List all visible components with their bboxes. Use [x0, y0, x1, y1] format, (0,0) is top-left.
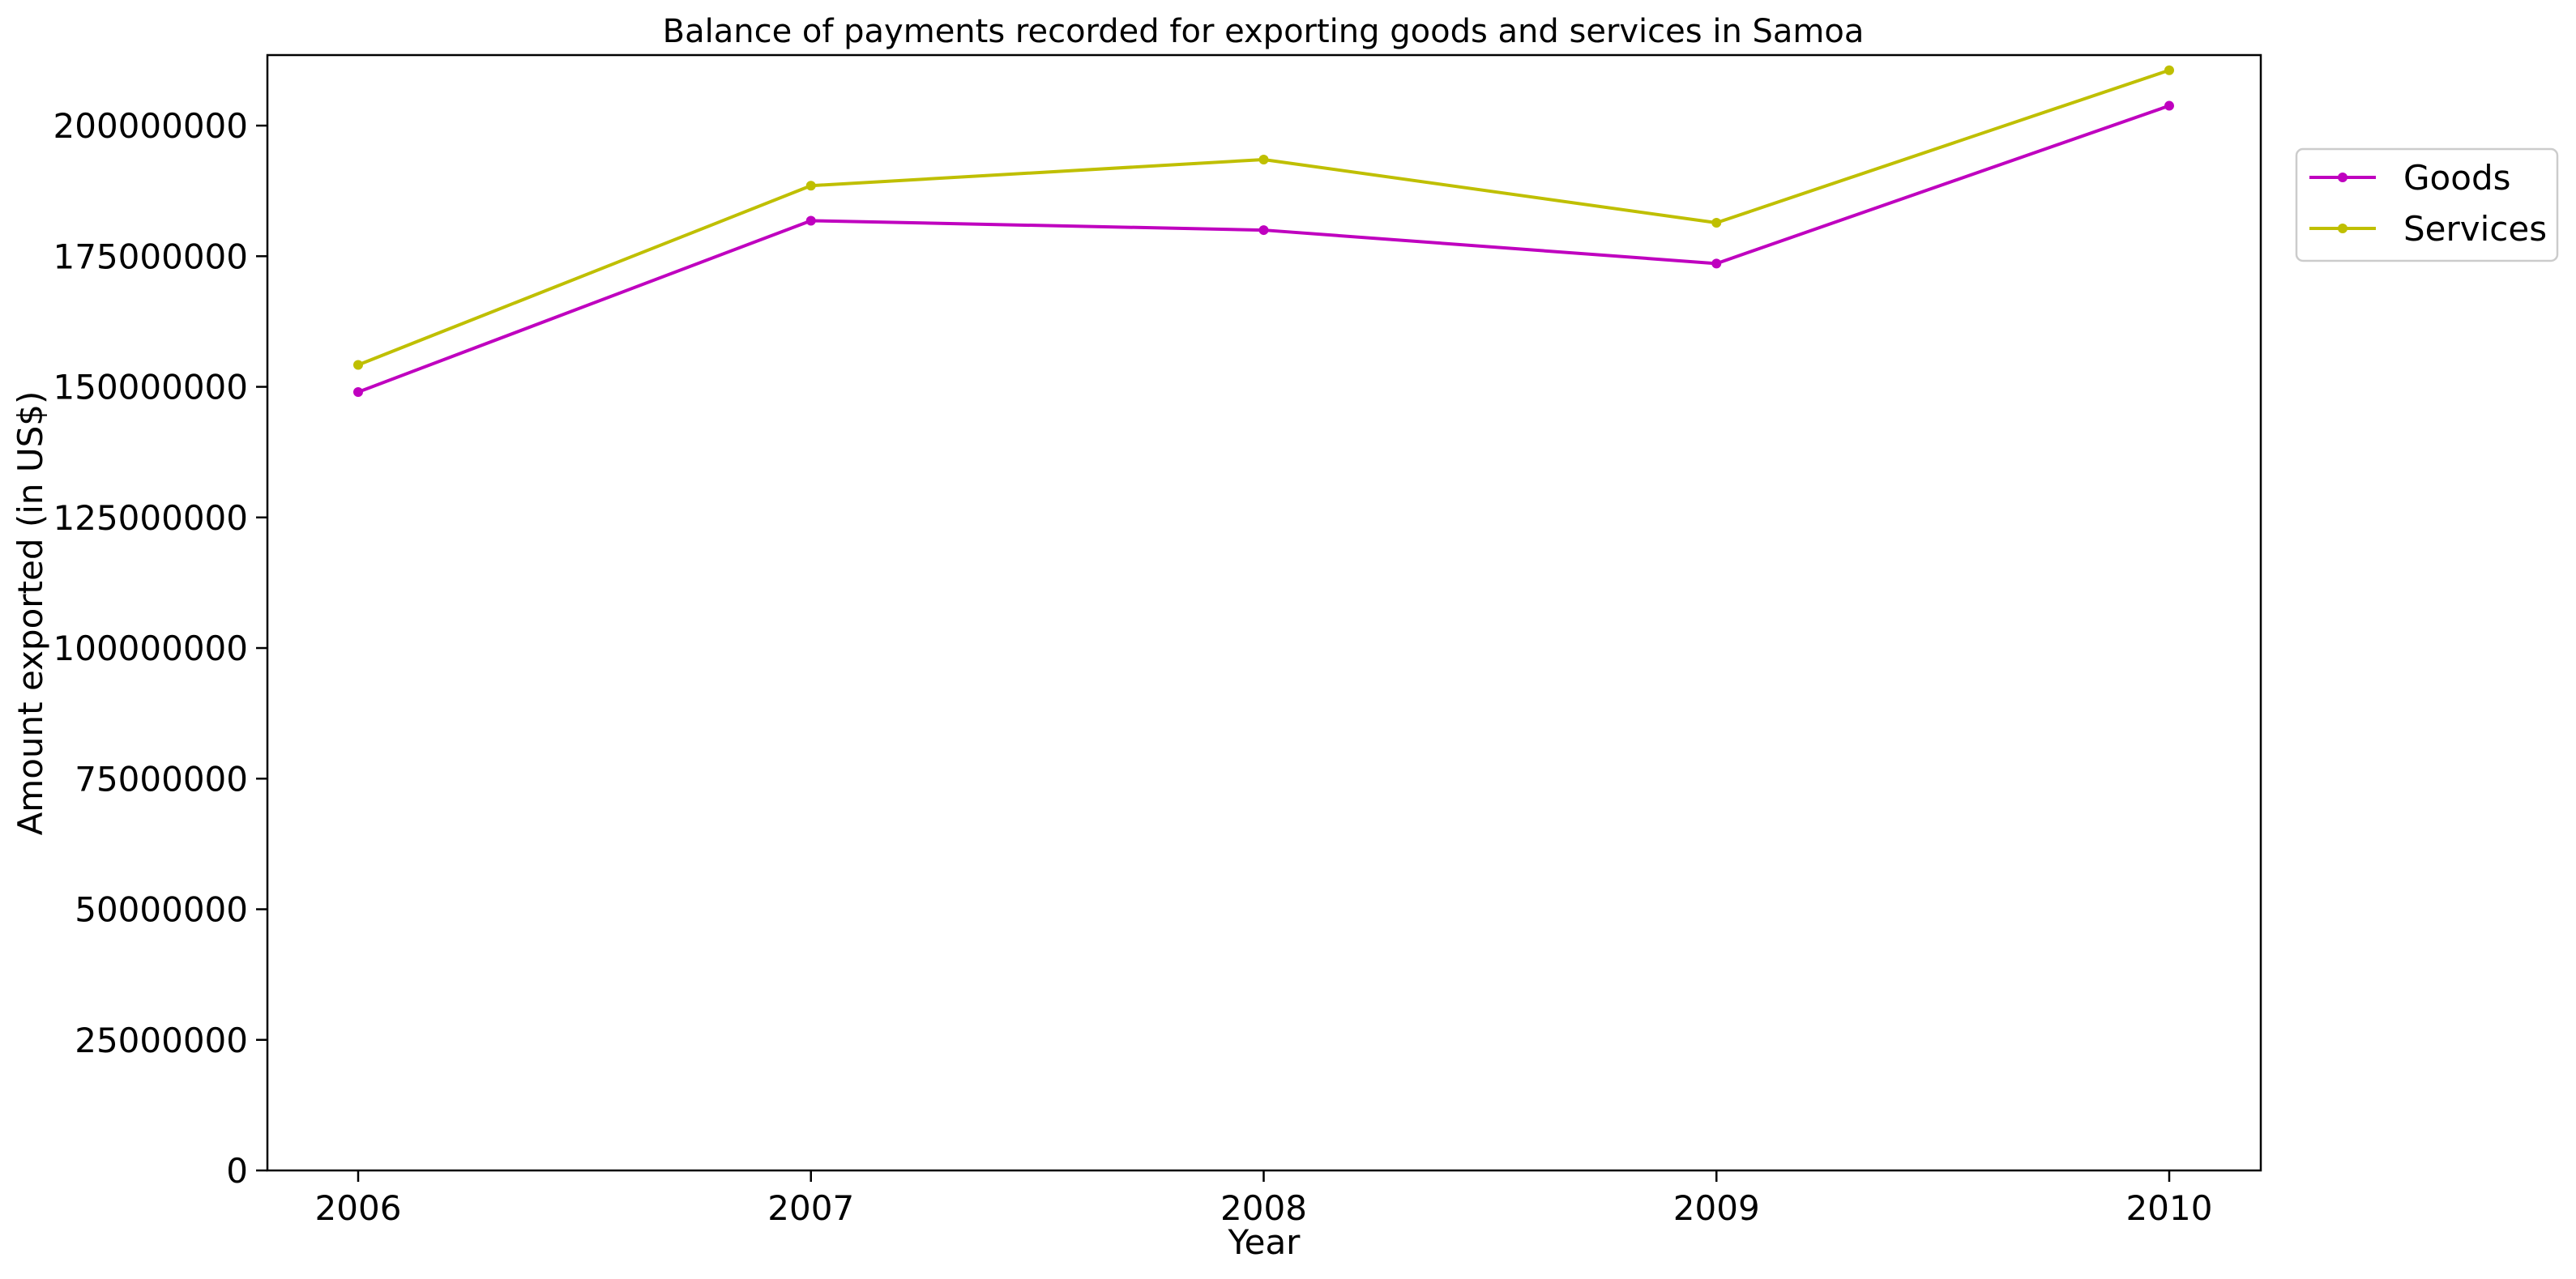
series-line-services [357, 68, 2170, 367]
data-point-services [1711, 218, 1722, 228]
legend-label-services: Services [2403, 209, 2547, 249]
data-point-goods [1258, 225, 1269, 236]
legend: Goods Services [2295, 147, 2559, 262]
data-point-goods [1711, 258, 1722, 269]
legend-marker-services [2338, 224, 2347, 233]
data-point-services [2164, 65, 2174, 75]
series-line-goods [357, 104, 2170, 394]
y-tick-label: 100000000 [53, 629, 249, 668]
data-point-goods [805, 215, 816, 226]
y-tick-label: 200000000 [53, 106, 249, 146]
legend-marker-goods [2338, 173, 2347, 182]
x-tick-label: 2007 [767, 1188, 854, 1228]
y-tick-label: 125000000 [53, 498, 249, 538]
x-tick-label: 2006 [315, 1188, 402, 1228]
data-point-services [1258, 154, 1269, 164]
y-tick-label: 150000000 [53, 368, 249, 407]
y-tick-label: 50000000 [75, 890, 248, 930]
chart-title: Balance of payments recorded for exporti… [663, 13, 1865, 50]
plot-area [266, 53, 2262, 1172]
x-axis: 2006 2007 2008 2009 2010 [315, 1170, 2213, 1228]
y-axis: 0 25000000 50000000 75000000 100000000 125000… [53, 106, 267, 1191]
x-tick-label: 2009 [1673, 1188, 1760, 1228]
data-point-services [805, 181, 816, 191]
data-point-services [353, 360, 363, 370]
x-tick-label: 2008 [1220, 1188, 1307, 1228]
legend-label-goods: Goods [2403, 158, 2510, 198]
y-tick-label: 0 [226, 1151, 248, 1191]
y-tick-label: 75000000 [75, 759, 248, 799]
series-layer [353, 65, 2174, 398]
y-tick-label: 175000000 [53, 237, 249, 276]
data-point-goods [353, 387, 363, 398]
y-tick-label: 25000000 [75, 1021, 248, 1060]
y-axis-label: Amount exported (in US$) [11, 391, 50, 836]
data-point-goods [2164, 100, 2174, 111]
x-axis-label: Year [1228, 1222, 1301, 1262]
x-tick-label: 2010 [2126, 1188, 2213, 1228]
